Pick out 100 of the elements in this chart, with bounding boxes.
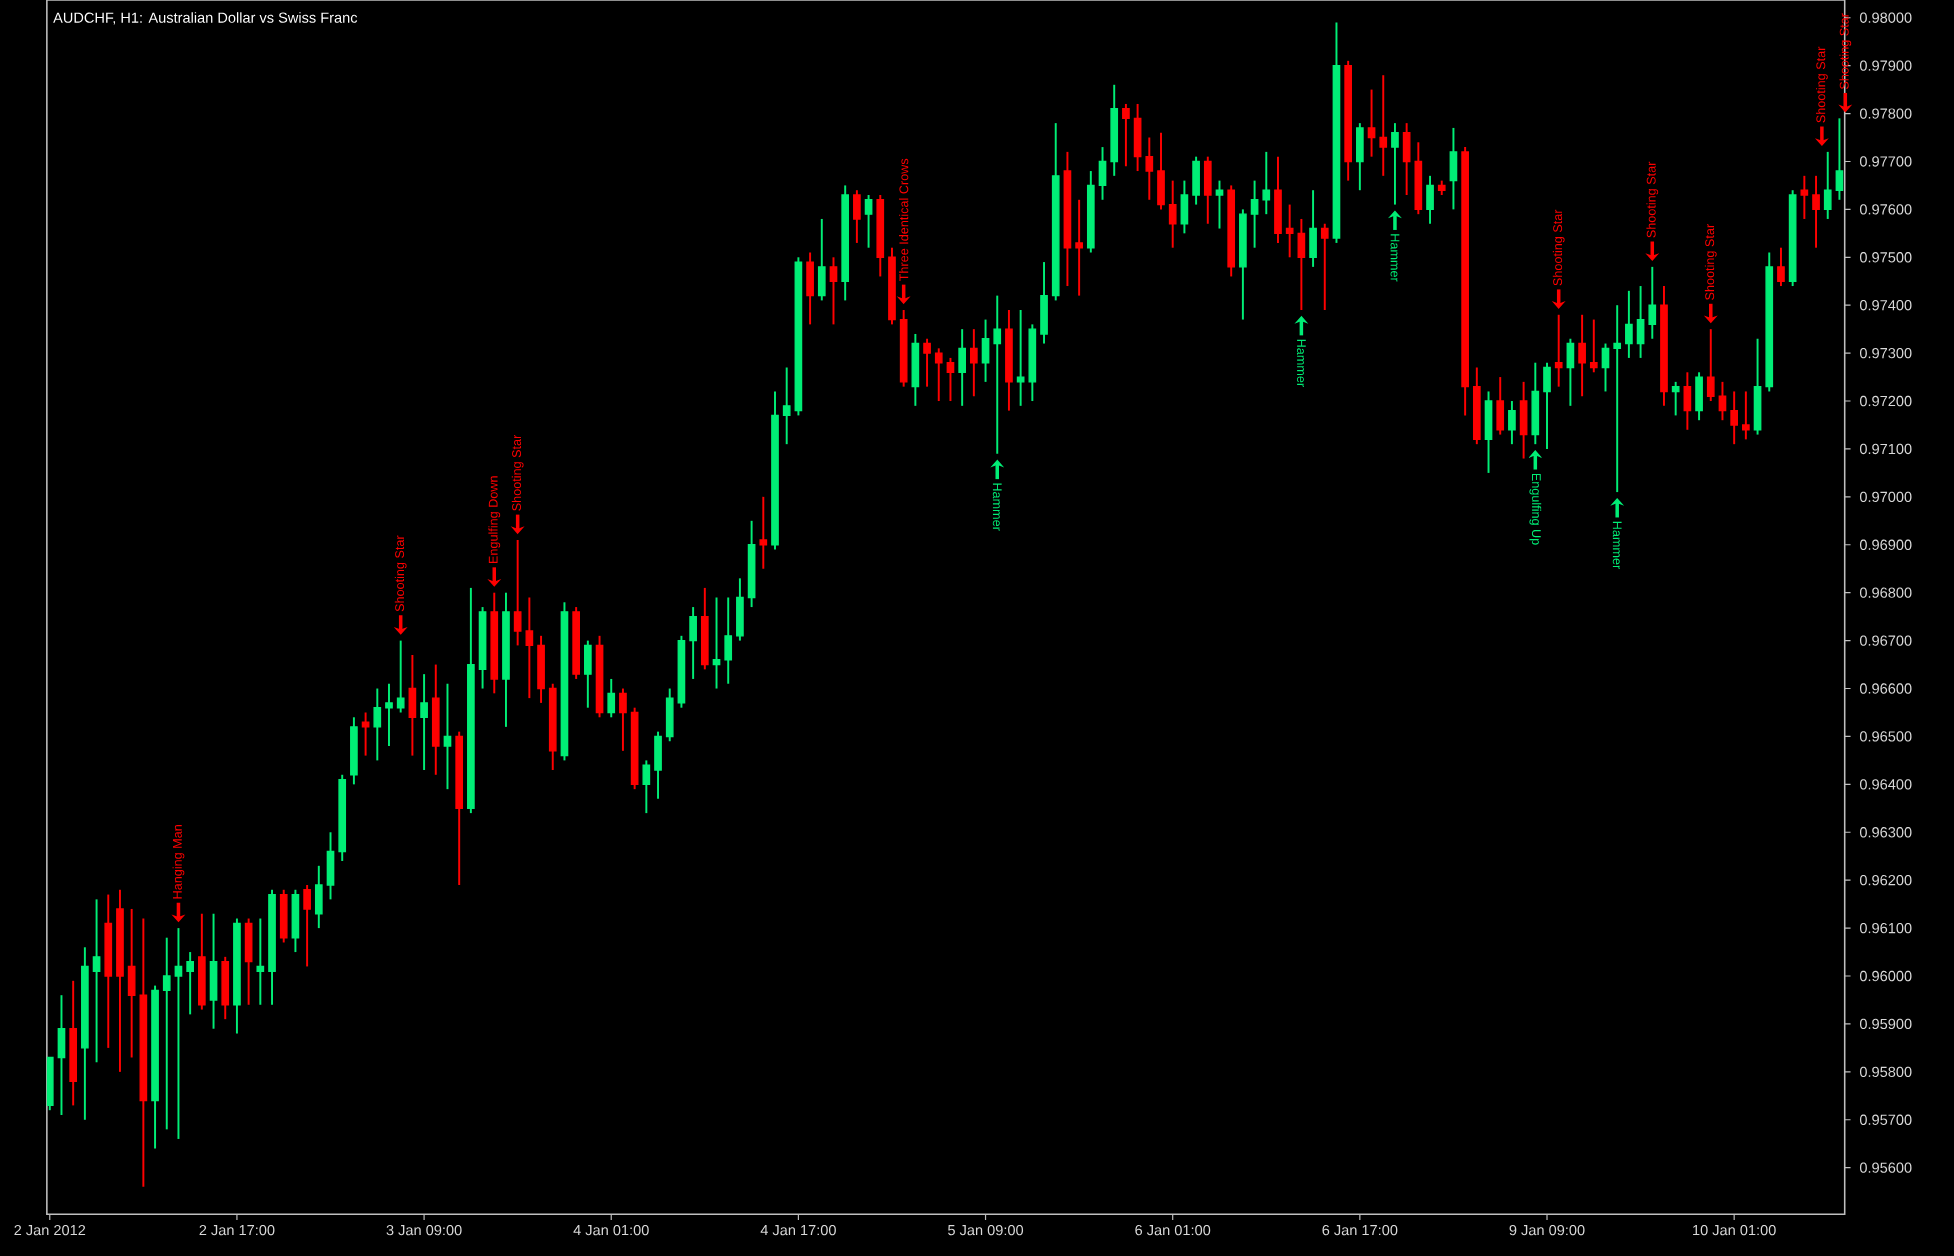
candlestick [642, 759, 651, 815]
candlestick [1157, 132, 1165, 211]
candlestick [1835, 117, 1844, 202]
candlestick [1543, 362, 1551, 451]
candlestick [385, 683, 393, 748]
candlestick [221, 956, 230, 1021]
candlestick [244, 917, 253, 1007]
candlestick [700, 587, 709, 671]
candlestick [981, 319, 990, 384]
candlestick [1742, 390, 1750, 441]
candlestick [186, 951, 194, 1016]
candlestick [420, 673, 428, 772]
candlestick [1695, 371, 1703, 422]
candlestick [350, 716, 358, 786]
candlestick [1040, 261, 1048, 345]
candlestick [396, 640, 405, 714]
candlestick [443, 683, 452, 791]
candlestick [1133, 103, 1142, 173]
candlestick [291, 889, 300, 954]
candlestick [1122, 103, 1130, 168]
candlestick [946, 357, 955, 403]
candlestick [57, 994, 66, 1117]
candlestick [1309, 189, 1317, 269]
candlestick [1391, 122, 1399, 206]
candlestick [209, 913, 218, 1031]
candlestick [1683, 371, 1692, 432]
candlestick [162, 937, 171, 1131]
candlestick [1274, 156, 1282, 245]
candlestick [736, 577, 744, 642]
candlestick [256, 917, 265, 1007]
candlestick [1613, 304, 1622, 494]
candlestick [1449, 127, 1458, 211]
candlestick [1180, 180, 1189, 235]
candlestick [1508, 400, 1516, 446]
candlestick [853, 189, 861, 245]
candlestick [1753, 338, 1762, 436]
candlestick [1589, 319, 1598, 374]
candlestick [817, 218, 826, 302]
candlestick [1648, 266, 1657, 341]
candlestick [911, 333, 920, 408]
candlestick [1496, 376, 1505, 436]
candlestick [958, 328, 966, 408]
candlestick [314, 865, 323, 930]
candlestick [1426, 175, 1434, 226]
candlestick [127, 908, 136, 1059]
candlestick [1402, 122, 1411, 197]
candlestick [1379, 74, 1388, 178]
candlestick [1777, 247, 1785, 288]
candlestick [1601, 342, 1610, 393]
candlestick [665, 687, 674, 743]
candlestick [584, 640, 592, 710]
candlestick [1484, 390, 1493, 475]
candlestick [373, 687, 382, 762]
candlestick [513, 539, 522, 647]
candlestick [326, 831, 335, 901]
candlestick [759, 496, 768, 571]
candlestick [525, 596, 534, 700]
candlestick [1812, 175, 1820, 250]
candlestick [1098, 146, 1107, 202]
candlestick [1262, 151, 1271, 216]
candlestick [1519, 381, 1528, 460]
candlestick [1250, 180, 1259, 250]
candlestick [1203, 156, 1212, 226]
candlestick [1414, 141, 1423, 216]
candlestick [1297, 218, 1306, 312]
candlestick [431, 664, 440, 777]
candlestick [1823, 151, 1832, 221]
candlestick [1075, 199, 1083, 298]
candlestick [970, 328, 978, 398]
candlestick [806, 251, 814, 326]
candlestick [1578, 314, 1586, 398]
candlestick [607, 678, 616, 719]
candlestick [1356, 122, 1364, 192]
candlestick [303, 884, 311, 968]
candlestick [1320, 223, 1329, 312]
candlestick [654, 731, 662, 801]
candlestick [1625, 290, 1633, 360]
candlestick [1192, 156, 1200, 206]
candlestick [829, 256, 838, 326]
candlestick [782, 366, 791, 446]
candlestick [1730, 390, 1739, 446]
candlestick [1285, 204, 1294, 259]
candlestick [689, 606, 697, 681]
candlestick [1554, 314, 1563, 389]
candlestick [46, 1056, 54, 1112]
candlestick [1671, 381, 1680, 417]
candlestick [619, 687, 627, 753]
candlestick [934, 347, 943, 403]
candlestick [1016, 309, 1025, 408]
candlestick [361, 711, 370, 757]
candlestick [1800, 175, 1809, 221]
candlestick [1168, 180, 1177, 250]
candlestick [1531, 362, 1540, 446]
candlestick [174, 927, 183, 1141]
candlestick [1706, 328, 1715, 403]
candlestick [1145, 136, 1154, 202]
candlestick [724, 596, 733, 686]
candlestick [1367, 89, 1376, 159]
candlestick [537, 635, 545, 705]
candlestick [408, 654, 417, 757]
